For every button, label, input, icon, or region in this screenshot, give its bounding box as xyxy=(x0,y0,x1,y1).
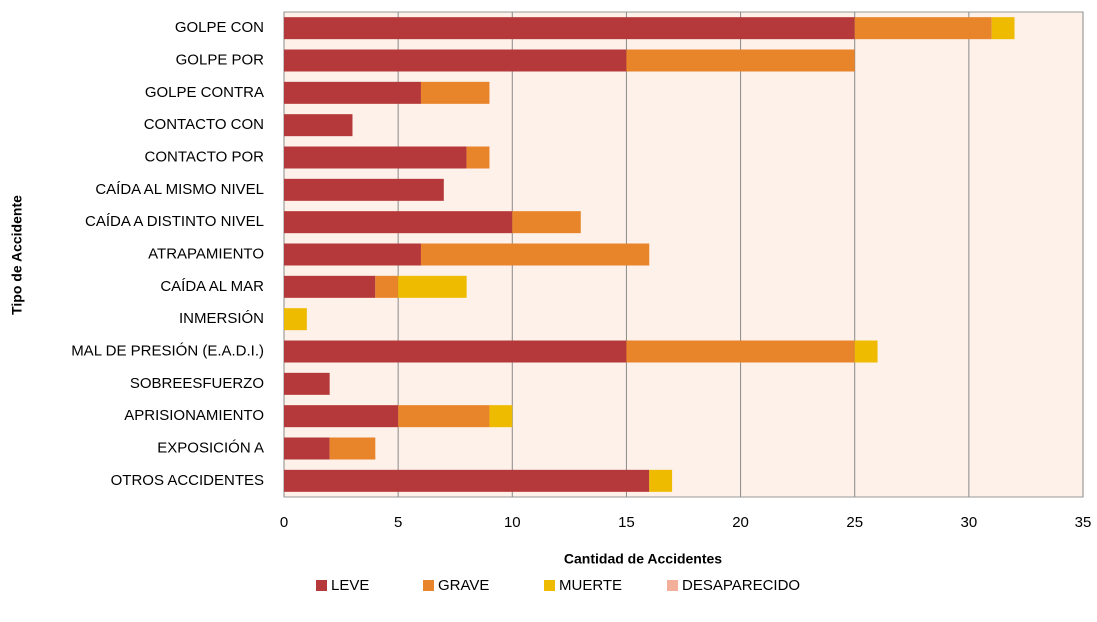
y-tick-label: CAÍDA AL MAR xyxy=(160,278,264,295)
bar-segment xyxy=(420,81,490,104)
y-tick-label: SOBREESFUERZO xyxy=(130,375,264,392)
x-tick-label: 10 xyxy=(504,514,521,531)
legend-label: MUERTE xyxy=(559,577,622,594)
bar-segment xyxy=(284,275,376,298)
legend-label: LEVE xyxy=(331,577,369,594)
x-tick-label: 15 xyxy=(618,514,635,531)
y-tick-label: CONTACTO POR xyxy=(145,148,265,165)
bar-segment xyxy=(398,275,467,298)
bar-segment xyxy=(284,469,650,492)
y-tick-label: INMERSIÓN xyxy=(179,310,264,327)
y-tick-label: CAÍDA A DISTINTO NIVEL xyxy=(85,213,264,230)
x-tick-label: 30 xyxy=(961,514,978,531)
bar-segment xyxy=(329,437,376,460)
bar-segment xyxy=(284,372,330,395)
bar-segment xyxy=(284,17,855,40)
x-tick-label: 20 xyxy=(732,514,749,531)
bar-segment xyxy=(375,275,399,298)
bar-segment xyxy=(284,146,467,169)
bar-segment xyxy=(854,17,992,40)
legend-label: DESAPARECIDO xyxy=(682,577,800,594)
bar-segment xyxy=(284,340,627,363)
legend-swatch xyxy=(667,580,678,591)
y-tick-label: ATRAPAMIENTO xyxy=(148,245,264,262)
bar-segment xyxy=(398,405,490,428)
bar-segment xyxy=(649,469,673,492)
bar-segment xyxy=(466,146,490,169)
legend-swatch xyxy=(316,580,327,591)
bar-segment xyxy=(284,211,513,234)
x-tick-label: 0 xyxy=(280,514,288,531)
bar-segment xyxy=(489,405,513,428)
bar-segment xyxy=(420,243,650,266)
bar-segment xyxy=(284,437,330,460)
y-tick-label: GOLPE CON xyxy=(175,19,264,36)
bar-segment xyxy=(284,81,421,104)
x-tick-label: 25 xyxy=(846,514,863,531)
bar-segment xyxy=(626,49,855,72)
bar-segment xyxy=(284,114,353,137)
x-tick-label: 35 xyxy=(1075,514,1092,531)
bar-segment xyxy=(284,405,399,428)
y-tick-label: MAL DE PRESIÓN (E.A.D.I.) xyxy=(71,342,264,359)
legend-swatch xyxy=(423,580,434,591)
bar-segment xyxy=(284,178,444,201)
y-axis-title: Tipo de Accidente xyxy=(9,195,25,315)
y-tick-label: CAÍDA AL MISMO NIVEL xyxy=(95,181,264,198)
bar-segment xyxy=(626,340,855,363)
y-tick-label: GOLPE CONTRA xyxy=(145,84,264,101)
legend-label: GRAVE xyxy=(438,577,489,594)
y-tick-label: EXPOSICIÓN A xyxy=(157,439,264,456)
bar-segment xyxy=(284,308,307,331)
bar-segment xyxy=(854,340,878,363)
bar-segment xyxy=(991,17,1015,40)
legend-swatch xyxy=(544,580,555,591)
x-axis-title: Cantidad de Accidentes xyxy=(564,551,722,567)
y-tick-label: CONTACTO CON xyxy=(144,116,264,133)
bar-segment xyxy=(284,49,627,72)
bar-segment xyxy=(512,211,581,234)
bar-segment xyxy=(284,243,421,266)
y-tick-label: GOLPE POR xyxy=(176,51,265,68)
y-tick-label: OTROS ACCIDENTES xyxy=(111,472,264,489)
x-tick-label: 5 xyxy=(394,514,402,531)
y-tick-label: APRISIONAMIENTO xyxy=(124,407,264,424)
